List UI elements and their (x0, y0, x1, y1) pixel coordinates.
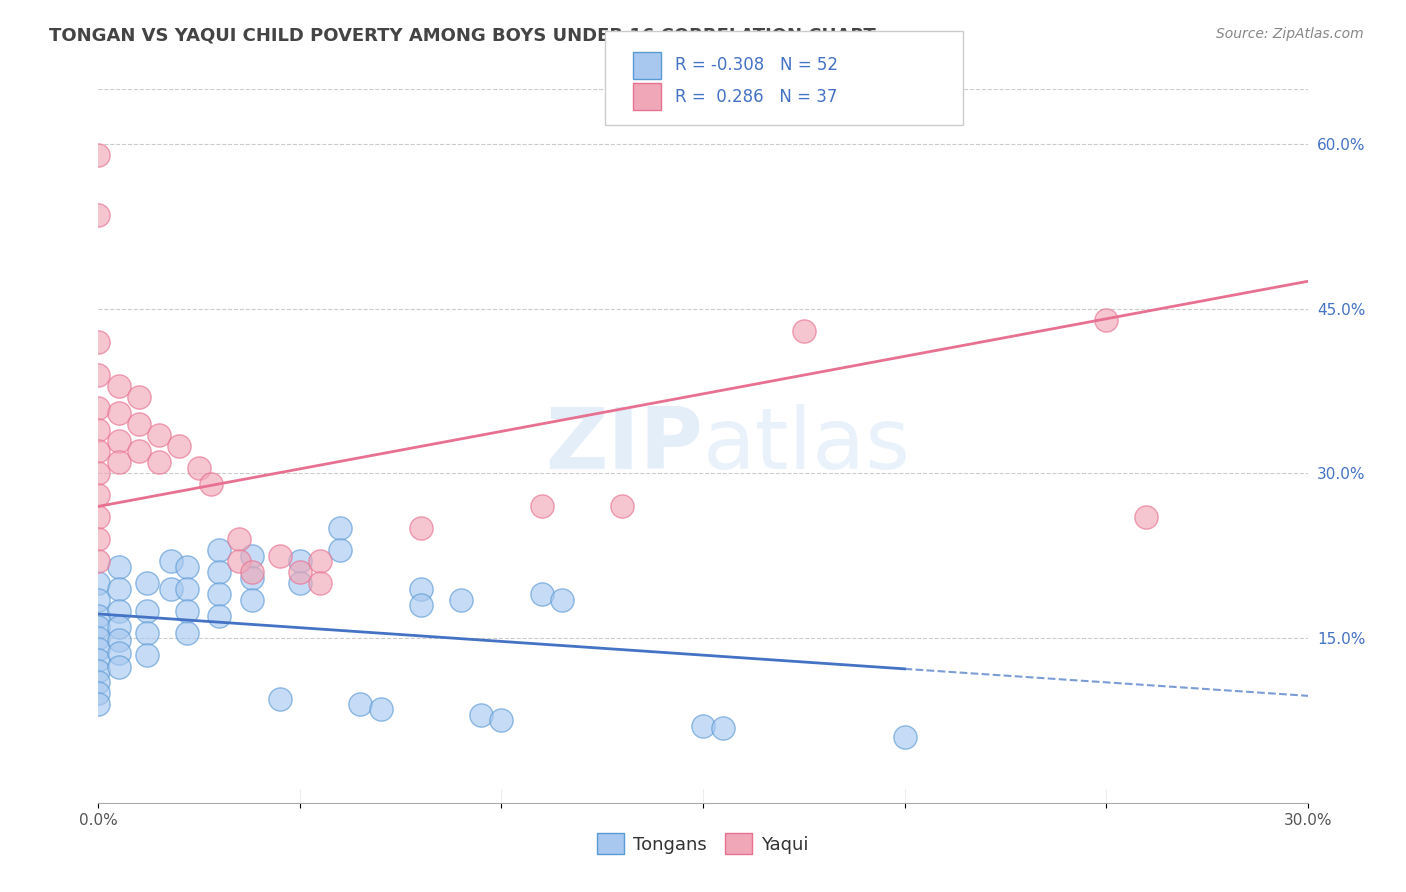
Point (288, 554, 311, 568)
Text: Source: ZipAtlas.com: Source: ZipAtlas.com (1216, 27, 1364, 41)
Legend: Tongans, Yaqui: Tongans, Yaqui (591, 826, 815, 862)
Point (135, 604, 157, 618)
Point (208, 587, 231, 601)
Point (87, 664, 110, 678)
Point (793, 324, 815, 338)
Point (107, 633, 129, 648)
Point (107, 659, 129, 673)
Point (409, 598, 432, 612)
Text: atlas: atlas (703, 404, 911, 488)
Point (128, 417, 150, 431)
Point (176, 625, 198, 640)
Point (240, 571, 263, 585)
Point (107, 378, 129, 392)
Point (409, 521, 432, 535)
Point (128, 390, 150, 404)
Point (288, 576, 311, 591)
Point (87, 642, 110, 657)
Point (107, 582, 129, 596)
Text: ZIP: ZIP (546, 404, 703, 488)
Point (87, 592, 110, 607)
Point (612, 500, 634, 514)
Point (450, 592, 472, 607)
Point (530, 587, 553, 601)
Point (1135, 510, 1157, 524)
Point (240, 592, 263, 607)
Point (87, 675, 110, 690)
Point (87, 533, 110, 547)
Point (329, 521, 352, 535)
Point (200, 477, 222, 491)
Point (87, 444, 110, 458)
Point (148, 428, 170, 442)
Point (107, 434, 129, 448)
Point (135, 576, 157, 591)
Point (87, 609, 110, 624)
Point (530, 500, 553, 514)
Point (87, 209, 110, 223)
Point (349, 697, 371, 711)
Point (176, 559, 198, 574)
Point (87, 334, 110, 349)
Point (87, 686, 110, 700)
Point (135, 648, 157, 662)
Text: R =  0.286   N = 37: R = 0.286 N = 37 (675, 87, 837, 105)
Point (228, 554, 250, 568)
Point (288, 566, 311, 580)
Point (107, 559, 129, 574)
Point (269, 691, 291, 706)
Point (893, 730, 915, 744)
Point (491, 714, 513, 728)
Text: TONGAN VS YAQUI CHILD POVERTY AMONG BOYS UNDER 16 CORRELATION CHART: TONGAN VS YAQUI CHILD POVERTY AMONG BOYS… (49, 27, 876, 45)
Point (87, 510, 110, 524)
Point (87, 554, 110, 568)
Point (160, 554, 183, 568)
Point (309, 576, 332, 591)
Point (107, 647, 129, 661)
Point (87, 576, 110, 591)
Point (135, 625, 157, 640)
Point (470, 708, 492, 723)
Point (128, 444, 150, 458)
Point (329, 543, 352, 558)
Point (160, 582, 183, 596)
Point (167, 439, 190, 453)
Point (208, 566, 231, 580)
Point (87, 488, 110, 502)
Point (107, 406, 129, 420)
Point (309, 554, 332, 568)
Point (87, 423, 110, 437)
Point (107, 604, 129, 618)
Point (208, 543, 231, 558)
Point (87, 653, 110, 667)
Point (188, 461, 211, 475)
Point (269, 549, 291, 563)
Text: R = -0.308   N = 52: R = -0.308 N = 52 (675, 56, 838, 74)
Point (240, 549, 263, 563)
Point (370, 702, 392, 716)
Point (87, 697, 110, 711)
Point (409, 582, 432, 596)
Point (107, 620, 129, 634)
Point (87, 401, 110, 415)
Point (228, 533, 250, 547)
Point (208, 609, 231, 624)
Point (1095, 312, 1118, 326)
Point (87, 467, 110, 481)
Point (87, 148, 110, 162)
Point (551, 592, 574, 607)
Point (87, 368, 110, 382)
Point (176, 582, 198, 596)
Point (87, 620, 110, 634)
Point (87, 631, 110, 645)
Point (176, 604, 198, 618)
Point (711, 721, 734, 735)
Point (692, 719, 714, 733)
Point (148, 455, 170, 469)
Point (107, 455, 129, 469)
Point (240, 566, 263, 580)
